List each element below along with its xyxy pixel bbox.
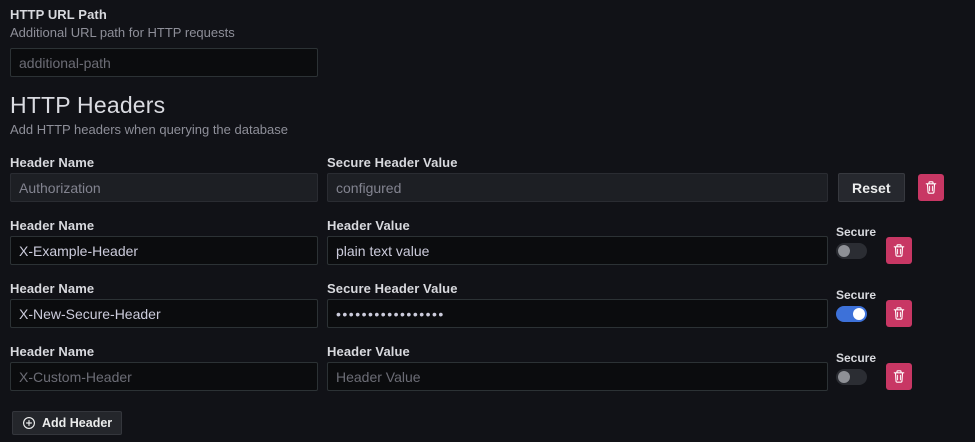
header-row-controls: Secure xyxy=(828,351,912,391)
secure-toggle[interactable] xyxy=(836,243,867,259)
trash-icon xyxy=(893,307,905,320)
circle-plus-icon xyxy=(23,417,35,429)
url-path-label: HTTP URL Path xyxy=(10,7,107,22)
add-header-label: Add Header xyxy=(42,416,113,430)
header-row-controls: Secure xyxy=(828,288,912,328)
header-row: Header Name Header Value Secure xyxy=(10,344,965,391)
trash-icon xyxy=(925,181,936,194)
secure-label: Secure xyxy=(836,351,877,365)
header-name-input[interactable] xyxy=(10,362,318,391)
header-value-input[interactable] xyxy=(327,236,828,265)
header-name-field: Header Name xyxy=(10,155,318,202)
header-value-field: Secure Header Value xyxy=(327,155,828,202)
add-header-row: Add Header xyxy=(12,411,965,435)
header-rows-list: Header Name Secure Header Value Reset He… xyxy=(10,155,965,391)
delete-header-button[interactable] xyxy=(917,174,944,201)
url-path-section: HTTP URL Path Additional URL path for HT… xyxy=(10,7,965,77)
header-row: Header Name Secure Header Value Reset xyxy=(10,155,965,202)
toggle-knob xyxy=(853,308,865,320)
toggle-knob xyxy=(838,245,850,257)
url-path-description: Additional URL path for HTTP requests xyxy=(10,25,235,40)
header-value-input[interactable] xyxy=(327,299,828,328)
header-value-field: Header Value xyxy=(327,344,828,391)
header-value-label: Header Value xyxy=(327,218,410,233)
header-row-controls: Secure xyxy=(828,225,912,265)
header-name-field: Header Name xyxy=(10,281,318,328)
secure-field: Secure xyxy=(836,225,878,265)
http-headers-title: HTTP Headers xyxy=(10,92,166,118)
url-path-input[interactable] xyxy=(10,48,318,77)
header-name-label: Header Name xyxy=(10,155,95,170)
reset-button[interactable]: Reset xyxy=(838,173,905,202)
header-value-input[interactable] xyxy=(327,173,828,202)
header-value-field: Secure Header Value xyxy=(327,281,828,328)
header-name-input[interactable] xyxy=(10,173,318,202)
header-name-label: Header Name xyxy=(10,218,95,233)
http-headers-description: Add HTTP headers when querying the datab… xyxy=(10,122,288,137)
trash-icon xyxy=(893,370,905,383)
header-name-field: Header Name xyxy=(10,218,318,265)
header-name-label: Header Name xyxy=(10,344,95,359)
header-name-label: Header Name xyxy=(10,281,95,296)
secure-label: Secure xyxy=(836,288,877,302)
secure-toggle[interactable] xyxy=(836,369,867,385)
header-value-field: Header Value xyxy=(327,218,828,265)
secure-label: Secure xyxy=(836,225,877,239)
trash-icon xyxy=(893,244,905,257)
header-row-controls: Reset xyxy=(828,173,944,202)
header-row: Header Name Secure Header Value Secure xyxy=(10,281,965,328)
delete-header-button[interactable] xyxy=(886,237,912,264)
secure-toggle[interactable] xyxy=(836,306,867,322)
secure-field: Secure xyxy=(836,288,878,328)
header-value-label: Header Value xyxy=(327,344,410,359)
header-name-input[interactable] xyxy=(10,236,318,265)
delete-header-button[interactable] xyxy=(886,363,912,390)
header-row: Header Name Header Value Secure xyxy=(10,218,965,265)
header-name-field: Header Name xyxy=(10,344,318,391)
add-header-button[interactable]: Add Header xyxy=(12,411,123,435)
header-value-label: Secure Header Value xyxy=(327,281,458,296)
delete-header-button[interactable] xyxy=(886,300,912,327)
header-value-label: Secure Header Value xyxy=(327,155,458,170)
secure-field: Secure xyxy=(836,351,878,391)
header-name-input[interactable] xyxy=(10,299,318,328)
toggle-knob xyxy=(838,371,850,383)
header-value-input[interactable] xyxy=(327,362,828,391)
